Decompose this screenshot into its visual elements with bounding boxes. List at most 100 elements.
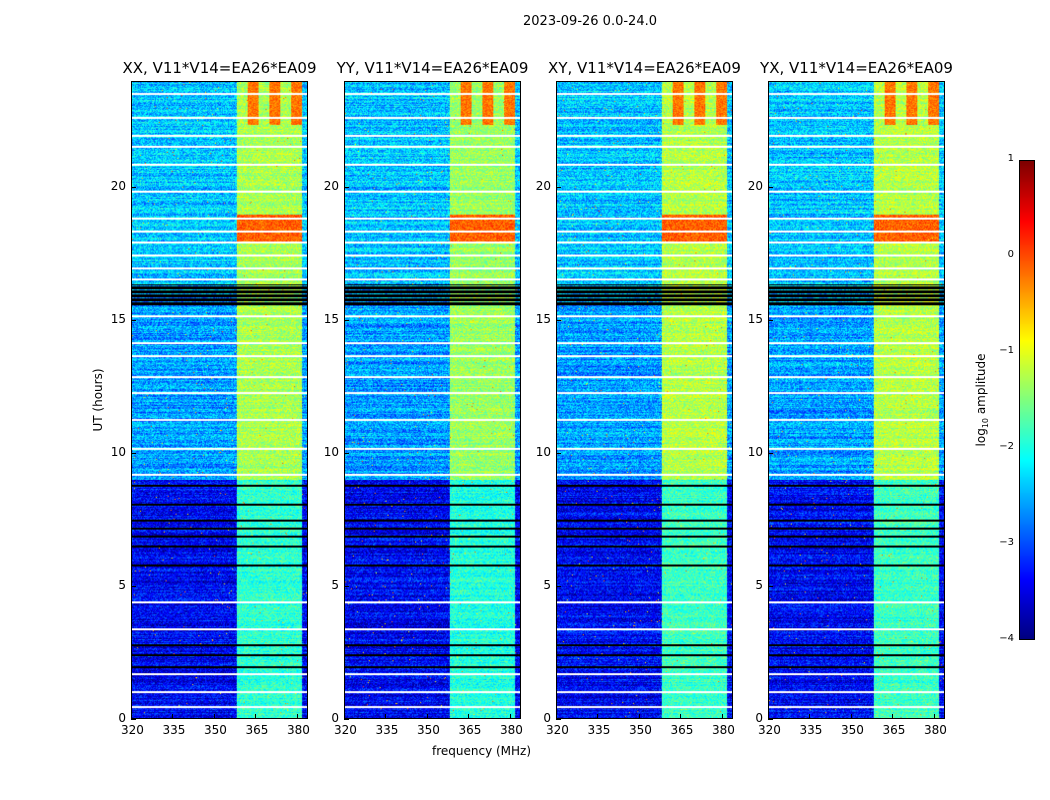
heatmap-panel bbox=[344, 81, 521, 719]
heatmap-canvas bbox=[769, 82, 944, 718]
y-tick-mark bbox=[131, 320, 136, 322]
colorbar-label-base: log bbox=[973, 428, 988, 447]
heatmap-panel bbox=[131, 81, 308, 719]
x-tick-mark bbox=[721, 714, 723, 719]
y-tick-mark bbox=[131, 453, 136, 455]
y-tick-label: 20 bbox=[110, 179, 126, 194]
x-tick-mark bbox=[556, 714, 557, 719]
x-tick-mark bbox=[296, 714, 298, 719]
x-tick-label: 365 bbox=[458, 723, 482, 737]
x-tick-mark bbox=[255, 714, 257, 719]
colorbar-tick-label: 1 bbox=[1007, 153, 1014, 164]
colorbar-label-rest: amplitude bbox=[973, 353, 988, 418]
x-tick-label: 350 bbox=[203, 723, 227, 737]
x-tick-mark bbox=[680, 714, 682, 719]
y-tick-label: 5 bbox=[755, 578, 763, 593]
x-tick-label: 320 bbox=[546, 723, 569, 737]
x-tick-mark bbox=[385, 714, 387, 719]
x-tick-label: 335 bbox=[375, 723, 399, 737]
y-tick-mark bbox=[131, 586, 136, 588]
y-tick-mark bbox=[556, 320, 561, 322]
y-tick-mark bbox=[556, 586, 561, 588]
y-tick-mark bbox=[344, 586, 349, 588]
y-tick-mark bbox=[768, 719, 773, 720]
x-tick-mark bbox=[344, 714, 345, 719]
y-tick-mark bbox=[344, 187, 349, 189]
x-tick-mark bbox=[892, 714, 894, 719]
x-tick-mark bbox=[509, 714, 511, 719]
x-tick-mark bbox=[131, 714, 132, 719]
x-tick-mark bbox=[850, 714, 852, 719]
x-tick-label: 365 bbox=[245, 723, 269, 737]
y-tick-label: 20 bbox=[535, 179, 551, 194]
panel-title: XY, V11*V14=EA26*EA09 bbox=[548, 59, 741, 77]
colorbar-tick-label: −1 bbox=[999, 345, 1014, 356]
y-tick-label: 15 bbox=[110, 312, 126, 327]
colorbar-tick-label: −2 bbox=[999, 441, 1014, 452]
x-tick-label: 335 bbox=[799, 723, 823, 737]
heatmap-canvas bbox=[132, 82, 307, 718]
heatmap-canvas bbox=[557, 82, 732, 718]
x-tick-label: 365 bbox=[670, 723, 694, 737]
colorbar bbox=[1019, 160, 1035, 640]
y-tick-label: 15 bbox=[323, 312, 339, 327]
x-tick-label: 350 bbox=[840, 723, 864, 737]
x-tick-mark bbox=[809, 714, 811, 719]
x-tick-label: 320 bbox=[121, 723, 144, 737]
y-tick-mark bbox=[344, 719, 349, 720]
y-tick-label: 0 bbox=[543, 711, 551, 725]
y-tick-label: 10 bbox=[323, 445, 339, 460]
x-tick-label: 320 bbox=[758, 723, 781, 737]
x-tick-mark bbox=[638, 714, 640, 719]
heatmap-panel bbox=[768, 81, 945, 719]
x-tick-label: 350 bbox=[416, 723, 440, 737]
y-tick-mark bbox=[768, 586, 773, 588]
x-tick-label: 380 bbox=[711, 723, 735, 737]
colorbar-label: log10 amplitude bbox=[974, 354, 990, 447]
y-tick-label: 10 bbox=[110, 445, 126, 460]
y-tick-label: 10 bbox=[747, 445, 763, 460]
x-tick-mark bbox=[172, 714, 174, 719]
y-tick-label: 5 bbox=[331, 578, 339, 593]
y-tick-label: 20 bbox=[323, 179, 339, 194]
y-tick-mark bbox=[768, 453, 773, 455]
x-tick-label: 365 bbox=[882, 723, 906, 737]
x-tick-label: 350 bbox=[628, 723, 652, 737]
x-tick-mark bbox=[597, 714, 599, 719]
x-tick-label: 320 bbox=[334, 723, 357, 737]
colorbar-tick-label: −4 bbox=[999, 633, 1014, 644]
y-tick-label: 0 bbox=[118, 711, 126, 725]
y-tick-mark bbox=[556, 453, 561, 455]
figure-title: 2023-09-26 0.0-24.0 bbox=[523, 14, 657, 29]
heatmap-panel bbox=[556, 81, 733, 719]
x-tick-mark bbox=[426, 714, 428, 719]
y-tick-mark bbox=[131, 719, 136, 720]
x-tick-label: 380 bbox=[923, 723, 947, 737]
y-tick-mark bbox=[768, 187, 773, 189]
colorbar-tick-label: 0 bbox=[1007, 249, 1014, 260]
x-axis-label: frequency (MHz) bbox=[432, 744, 532, 758]
x-tick-mark bbox=[213, 714, 215, 719]
y-tick-mark bbox=[344, 453, 349, 455]
y-tick-label: 15 bbox=[535, 312, 551, 327]
heatmap-canvas bbox=[345, 82, 520, 718]
y-tick-label: 5 bbox=[118, 578, 126, 593]
x-tick-label: 380 bbox=[499, 723, 523, 737]
x-tick-label: 335 bbox=[587, 723, 611, 737]
y-tick-label: 0 bbox=[331, 711, 339, 725]
x-tick-mark bbox=[468, 714, 470, 719]
y-tick-mark bbox=[768, 320, 773, 322]
x-tick-mark bbox=[768, 714, 769, 719]
panel-title: YY, V11*V14=EA26*EA09 bbox=[336, 59, 529, 77]
panel-title: YX, V11*V14=EA26*EA09 bbox=[760, 59, 953, 77]
y-tick-label: 0 bbox=[755, 711, 763, 725]
y-tick-mark bbox=[131, 187, 136, 189]
y-axis-label: UT (hours) bbox=[91, 368, 105, 432]
y-tick-mark bbox=[344, 320, 349, 322]
y-tick-label: 20 bbox=[747, 179, 763, 194]
x-tick-label: 335 bbox=[162, 723, 186, 737]
y-tick-mark bbox=[556, 187, 561, 189]
panel-title: XX, V11*V14=EA26*EA09 bbox=[122, 59, 317, 77]
y-tick-mark bbox=[556, 719, 561, 720]
